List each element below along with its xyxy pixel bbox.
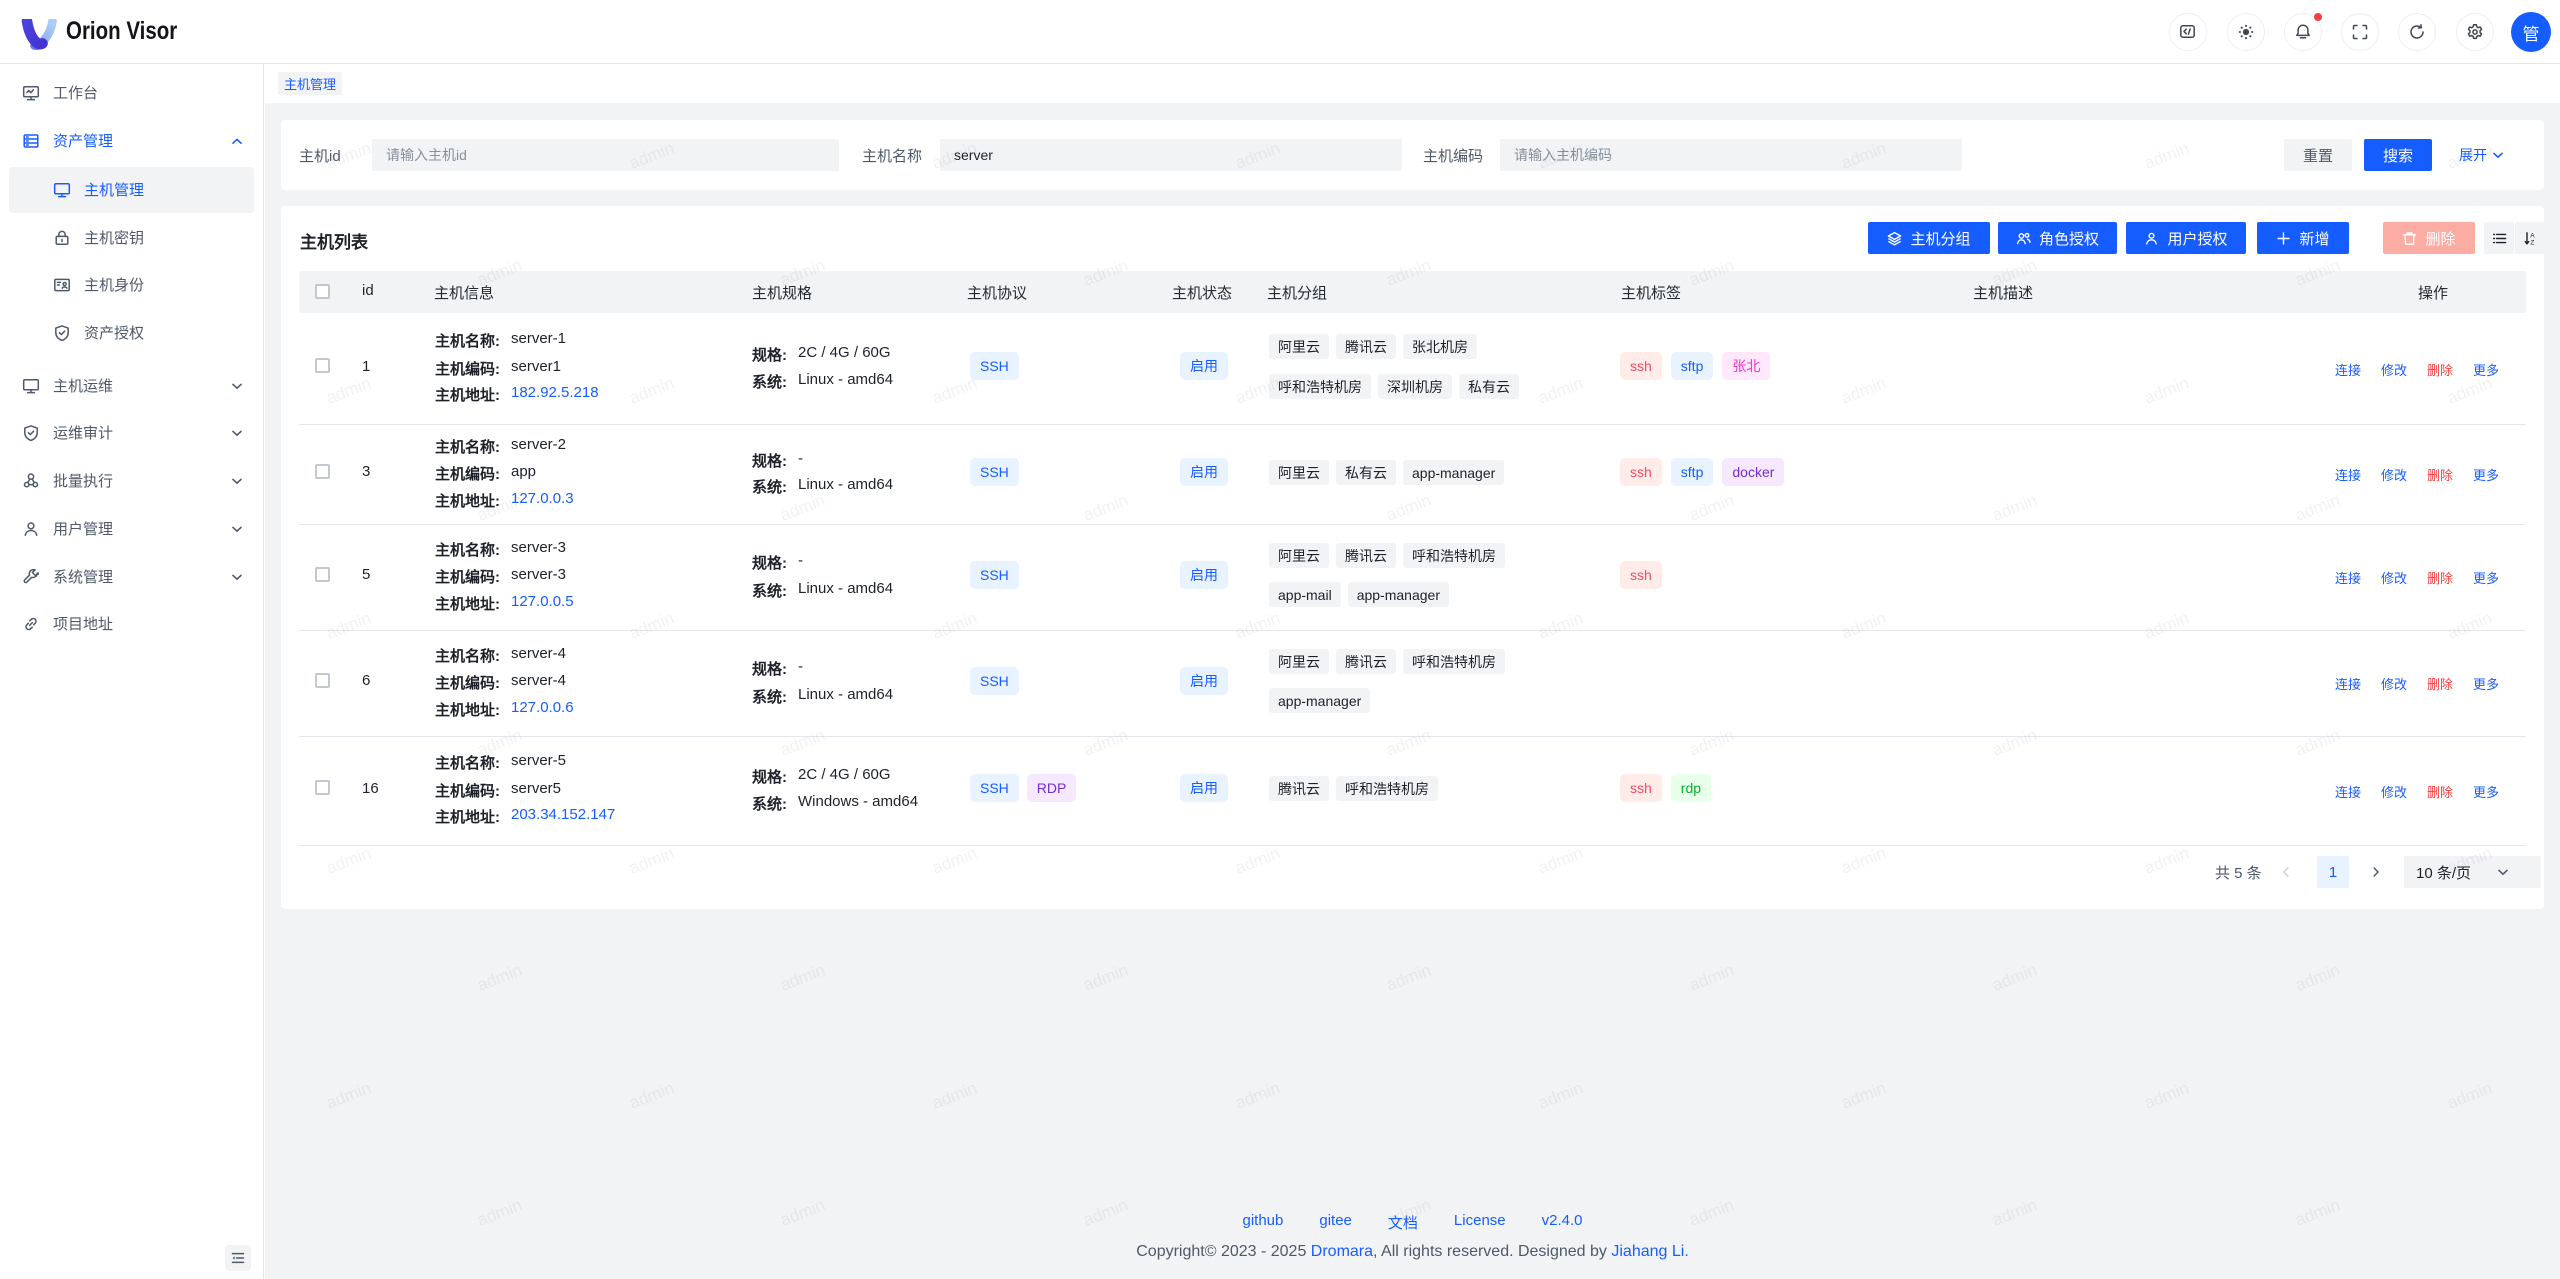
svg-text:Z: Z: [2530, 239, 2534, 246]
svg-text:A: A: [2530, 232, 2535, 239]
